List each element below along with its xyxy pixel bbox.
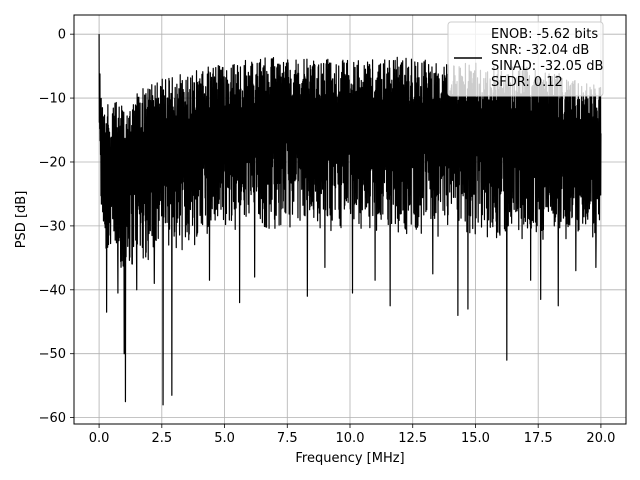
y-tick-label: 0 — [58, 28, 66, 43]
y-tick-label: −30 — [39, 219, 66, 234]
legend-entry: SNR: -32.04 dB — [491, 43, 589, 58]
x-tick-label: 17.5 — [524, 431, 553, 446]
x-tick-label: 15.0 — [461, 431, 490, 446]
legend-entry: SINAD: -32.05 dB — [491, 59, 603, 74]
y-tick-label: −20 — [39, 155, 66, 170]
legend-entry: ENOB: -5.62 bits — [491, 27, 598, 42]
x-tick-label: 7.5 — [277, 431, 298, 446]
y-tick-label: −40 — [39, 283, 66, 298]
x-axis-label: Frequency [MHz] — [295, 451, 404, 466]
y-axis-ticks: 0 −10 −20 −30 −40 −50 −60 — [39, 28, 74, 426]
legend-box — [447, 21, 604, 97]
x-tick-label: 12.5 — [398, 431, 427, 446]
x-tick-label: 20.0 — [586, 431, 615, 446]
x-axis-ticks: 0.0 2.5 5.0 7.5 10.0 12.5 15.0 17.5 20.0 — [89, 424, 615, 446]
x-tick-label: 10.0 — [336, 431, 365, 446]
y-tick-label: −60 — [39, 411, 66, 426]
x-tick-label: 5.0 — [214, 431, 235, 446]
y-axis-label: PSD [dB] — [14, 191, 29, 249]
y-tick-label: −50 — [39, 347, 66, 362]
legend-entry: SFDR: 0.12 — [491, 75, 563, 90]
x-tick-label: 0.0 — [89, 431, 110, 446]
x-tick-label: 2.5 — [151, 431, 172, 446]
y-tick-label: −10 — [39, 92, 66, 107]
